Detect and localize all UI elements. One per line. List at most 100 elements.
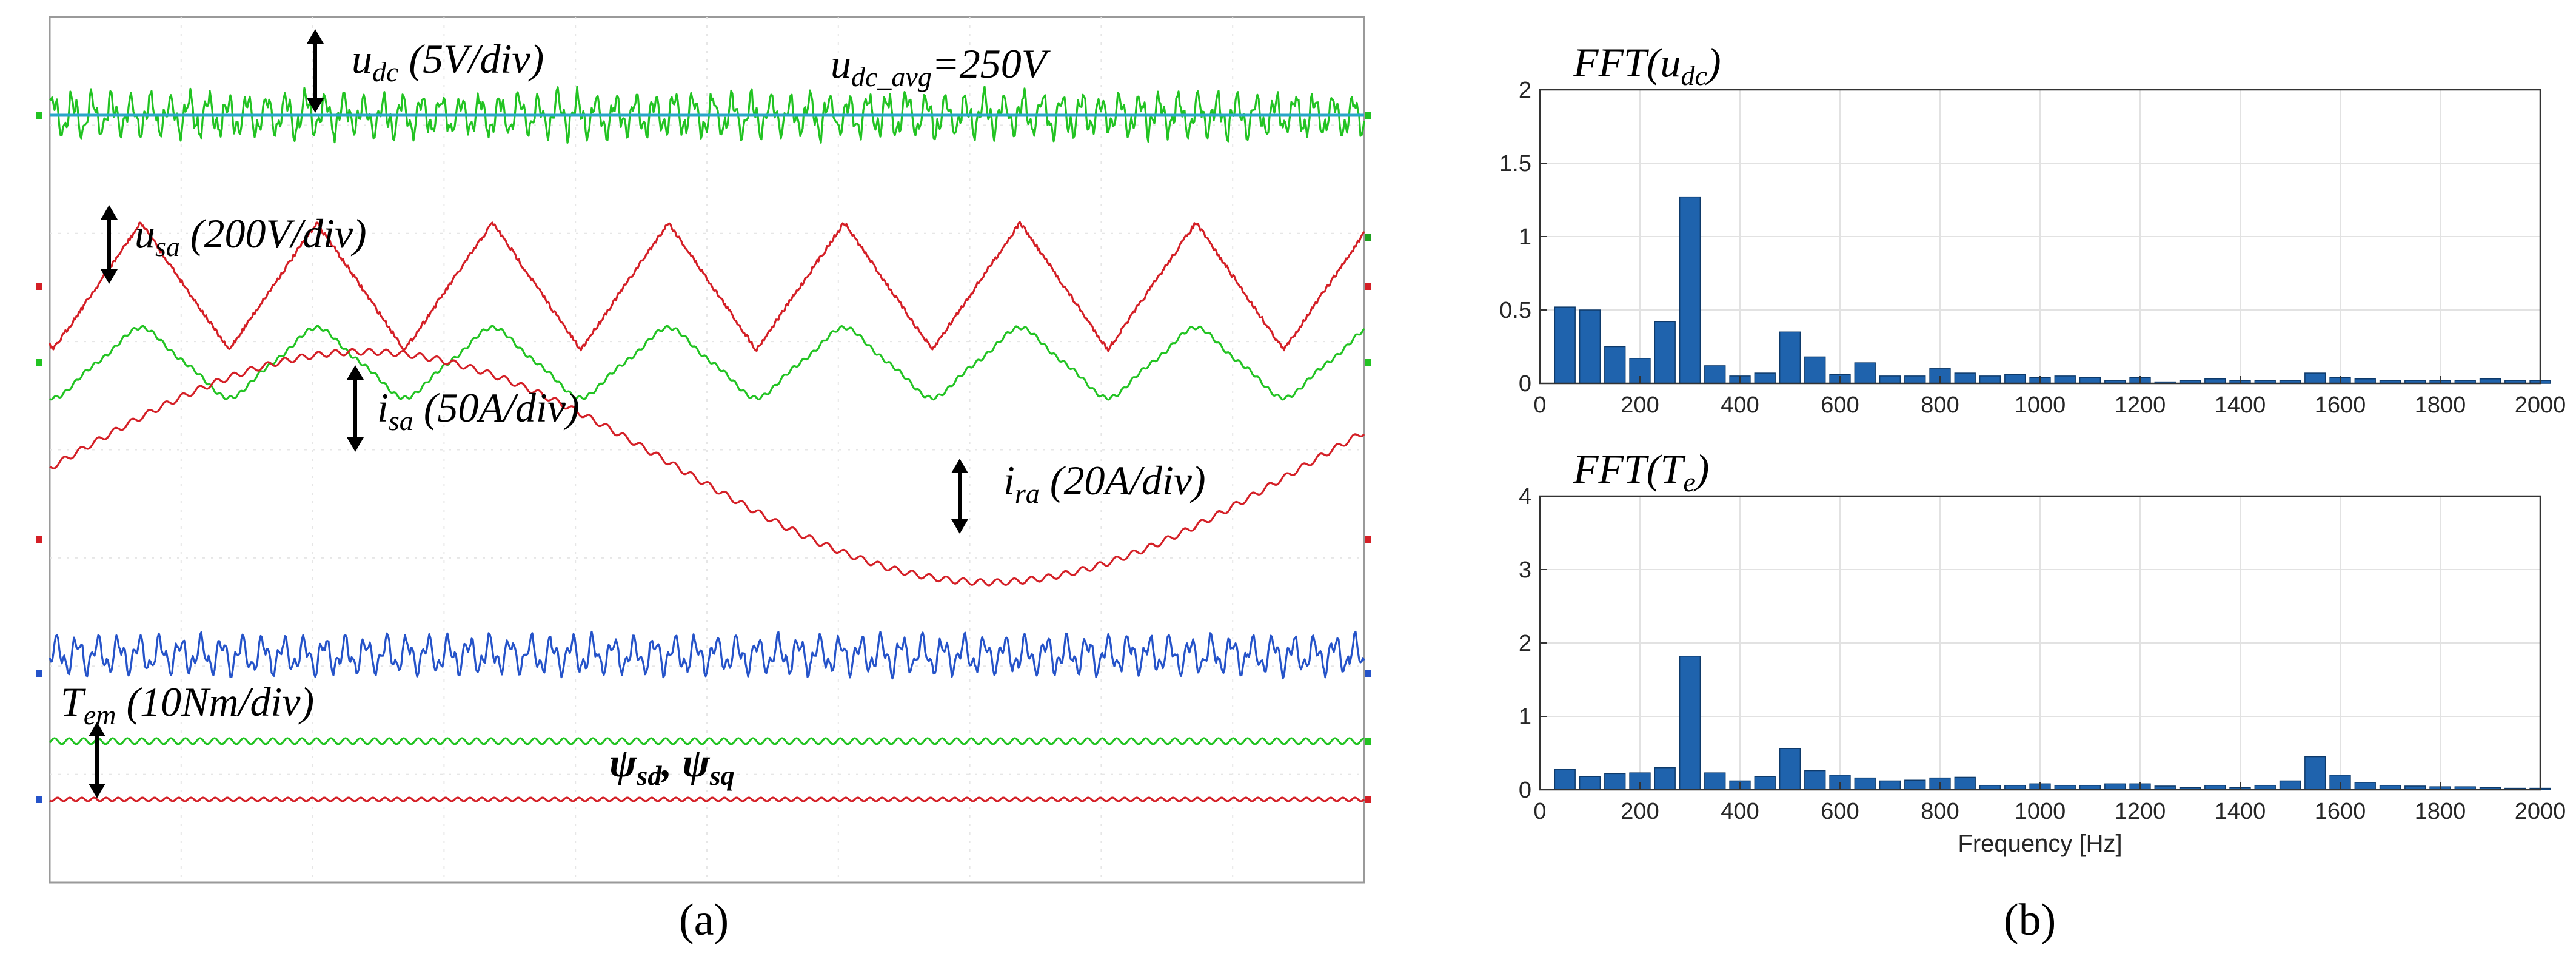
oscilloscope-panel: udc (5V/div) udc_avg=250V usa (200V/div)… [36,16,1371,884]
fft-te-xtick-label: 400 [1721,799,1759,824]
channel-marker [1365,536,1371,543]
fft-udc-ytick-label: 1 [1519,224,1531,250]
fft-udc-xtick-label: 2000 [2515,392,2566,418]
oscilloscope-traces [36,86,1371,803]
usa-annotation: usa (200V/div) [135,210,367,262]
fft-te-xtick-label: 1600 [2315,799,2366,824]
scale-arrow [347,365,364,452]
channel-marker [1365,234,1371,241]
channel-marker [36,359,42,366]
panel-label-a: (a) [679,895,729,945]
psi-annotation: ψsd, ψsq [609,739,735,791]
fft-te-xtick-label: 200 [1621,799,1659,824]
scale-arrows [89,29,968,798]
fft-udc-xtick-label: 200 [1621,392,1659,418]
blue-ripple-trace [49,630,1365,680]
fft-te-bar [1804,770,1826,790]
fft-te-xtick-label: 1000 [2015,799,2066,824]
fft-te-xtick-label: 600 [1821,799,1859,824]
ira-trace [49,348,1365,587]
fft-te-ytick-label: 1 [1519,704,1531,730]
fft-te-bar [1779,748,1801,790]
fft-udc-xtick-label: 1600 [2315,392,2366,418]
fft-te-xtick-label: 0 [1533,799,1546,824]
channel-marker [36,796,42,803]
fft-udc-xtick-label: 400 [1721,392,1759,418]
fft-te-bar [1579,776,1601,790]
tem-trace [49,737,1365,745]
fft-te-bar [1904,779,1926,790]
fft-te-bar [1854,777,1876,790]
fft-te-ytick-label: 3 [1519,557,1531,583]
fft-te-ytick-label: 2 [1519,631,1531,656]
channel-marker [36,670,42,677]
usa-trace [49,221,1365,352]
channel-marker [36,112,42,119]
fft-te-bar [1679,656,1701,790]
fft-te-ytick-label: 0 [1519,778,1531,803]
fft-udc-bar [1929,368,1951,384]
fft-udc-bar [1654,321,1676,384]
scale-arrow [101,205,118,284]
fft-te-bar [2354,782,2376,790]
fft-udc-bar [1704,365,1726,384]
fft-te-xtick-label: 800 [1921,799,1959,824]
fft-udc-ytick-label: 1.5 [1499,151,1531,177]
fft-udc-bar [1779,331,1801,384]
ira-annotation: ira (20A/div) [1003,457,1206,509]
isa-annotation: isa (50A/div) [377,385,580,436]
channel-marker [1365,670,1371,677]
fft-udc-xtick-label: 0 [1533,392,1546,418]
fft-te-bar [1879,780,1901,790]
udc-avg-annotation: udc_avg=250V [831,41,1051,92]
fft-udc-bar [1554,306,1576,384]
fft-te-ytick-label: 4 [1519,484,1531,510]
fft-udc-xtick-label: 800 [1921,392,1959,418]
psi-trace [49,796,1365,802]
fft-te-xlabel: Frequency [Hz] [1958,830,2122,857]
channel-marker [36,283,42,290]
fft-udc-xtick-label: 1800 [2415,392,2466,418]
udc-annotation: udc (5V/div) [352,36,544,87]
fft-te-bar [1554,769,1576,790]
fft-te-title: FFT(Te) [1573,446,1709,497]
fft-te-bar [1654,767,1676,790]
scale-arrow [89,722,105,798]
fft-udc-ytick-label: 2 [1519,78,1531,103]
fft-udc-xtick-label: 1200 [2115,392,2166,418]
fft-udc-title: FFT(udc) [1573,39,1721,91]
channel-marker [1365,283,1371,290]
fft-udc-bar [1854,362,1876,384]
panel-label-b: (b) [2004,895,2056,945]
channel-marker [1365,359,1371,366]
fft-te-xtick-label: 1200 [2115,799,2166,824]
fft-udc-xtick-label: 600 [1821,392,1859,418]
fft-te-bar [2304,756,2326,790]
fft-te-bar [1604,773,1626,790]
fft-te-bar [1954,776,1976,790]
tem-annotation: Tem (10Nm/div) [61,679,314,730]
channel-marker [1365,796,1371,803]
fft-te-xtick-label: 1800 [2415,799,2466,824]
fft-udc-ytick-label: 0 [1519,371,1531,397]
channel-marker [1365,738,1371,745]
channel-marker [1365,112,1371,119]
fft-te-bar [2104,783,2126,790]
fft-te-bar [1754,776,1776,790]
channel-marker [36,536,42,543]
fft-te-bar [2279,780,2301,790]
oscilloscope-frame [49,16,1365,884]
fft-udc-xtick-label: 1400 [2215,392,2266,418]
fft-te-xtick-label: 1400 [2215,799,2266,824]
fft-udc-ytick-label: 0.5 [1499,298,1531,323]
fft-te-bar [1704,772,1726,790]
scale-arrow [307,29,324,113]
scale-arrow [951,459,968,534]
fft-udc-bar [1579,309,1601,384]
fft-udc-xtick-label: 1000 [2015,392,2066,418]
udc-trace [49,86,1365,144]
fft-te-xtick-label: 2000 [2515,799,2566,824]
isa-trace [49,325,1365,401]
